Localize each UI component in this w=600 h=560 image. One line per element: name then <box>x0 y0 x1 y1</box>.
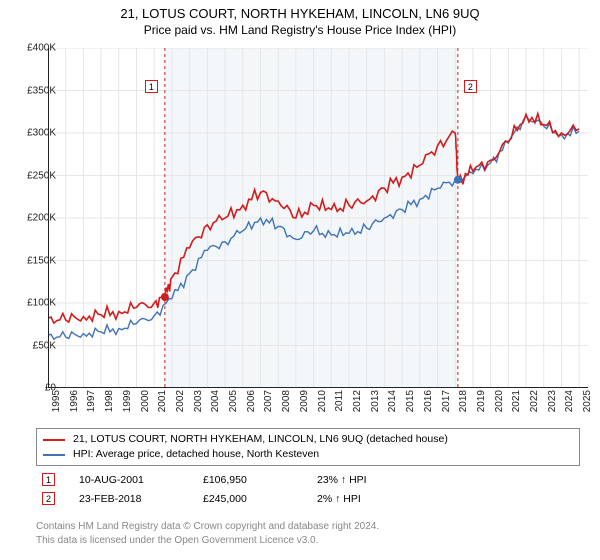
footer-attribution: Contains HM Land Registry data © Crown c… <box>36 520 580 547</box>
y-tick-label: £50K <box>6 340 56 351</box>
legend-row-hpi: HPI: Average price, detached house, Nort… <box>43 447 573 462</box>
x-tick-label: 2000 <box>140 390 151 420</box>
y-tick-label: £350K <box>6 85 56 96</box>
x-tick-label: 2008 <box>281 390 292 420</box>
x-tick-label: 1997 <box>86 390 97 420</box>
x-tick-label: 2006 <box>246 390 257 420</box>
x-tick-label: 2024 <box>564 390 575 420</box>
x-tick-label: 2012 <box>352 390 363 420</box>
chart-plot-area <box>48 48 588 388</box>
x-tick-label: 2009 <box>299 390 310 420</box>
chart-svg <box>48 48 588 388</box>
event-date-2: 23-FEB-2018 <box>79 493 179 505</box>
legend-row-property: 21, LOTUS COURT, NORTH HYKEHAM, LINCOLN,… <box>43 432 573 447</box>
x-tick-label: 2011 <box>334 390 345 420</box>
x-tick-label: 2021 <box>511 390 522 420</box>
event-badge-1: 1 <box>42 473 55 486</box>
x-tick-label: 1996 <box>69 390 80 420</box>
event-badge-2: 2 <box>42 492 55 505</box>
x-tick-label: 2018 <box>458 390 469 420</box>
legend-swatch-hpi <box>43 454 65 456</box>
x-tick-label: 1998 <box>104 390 115 420</box>
x-tick-label: 2005 <box>228 390 239 420</box>
x-tick-label: 2004 <box>210 390 221 420</box>
footer-line-2: This data is licensed under the Open Gov… <box>36 534 580 548</box>
event-row-2: 2 23-FEB-2018 £245,000 2% ↑ HPI <box>36 489 580 508</box>
event-list: 1 10-AUG-2001 £106,950 23% ↑ HPI 2 23-FE… <box>36 470 580 508</box>
x-tick-label: 2020 <box>494 390 505 420</box>
x-tick-label: 2007 <box>263 390 274 420</box>
y-tick-label: £300K <box>6 128 56 139</box>
y-tick-label: £400K <box>6 43 56 54</box>
chart-subtitle: Price paid vs. HM Land Registry's House … <box>0 23 600 37</box>
footer-line-1: Contains HM Land Registry data © Crown c… <box>36 520 580 534</box>
x-tick-label: 2014 <box>387 390 398 420</box>
x-tick-label: 2010 <box>317 390 328 420</box>
x-tick-label: 2017 <box>441 390 452 420</box>
x-tick-label: 2019 <box>476 390 487 420</box>
x-tick-label: 2015 <box>405 390 416 420</box>
x-tick-label: 2016 <box>423 390 434 420</box>
legend-label-hpi: HPI: Average price, detached house, Nort… <box>73 447 319 462</box>
event-hpi-1: 23% ↑ HPI <box>317 474 417 486</box>
x-tick-label: 2001 <box>157 390 168 420</box>
legend-label-property: 21, LOTUS COURT, NORTH HYKEHAM, LINCOLN,… <box>73 432 448 447</box>
y-tick-label: £150K <box>6 255 56 266</box>
event-price-2: £245,000 <box>203 493 293 505</box>
y-tick-label: £100K <box>6 298 56 309</box>
event-marker-badge-2: 2 <box>464 80 477 93</box>
x-tick-label: 1995 <box>51 390 62 420</box>
y-tick-label: £200K <box>6 213 56 224</box>
x-tick-label: 2002 <box>175 390 186 420</box>
chart-title-address: 21, LOTUS COURT, NORTH HYKEHAM, LINCOLN,… <box>0 6 600 21</box>
title-block: 21, LOTUS COURT, NORTH HYKEHAM, LINCOLN,… <box>0 0 600 37</box>
x-tick-label: 2023 <box>547 390 558 420</box>
x-tick-label: 1999 <box>122 390 133 420</box>
y-tick-label: £250K <box>6 170 56 181</box>
event-row-1: 1 10-AUG-2001 £106,950 23% ↑ HPI <box>36 470 580 489</box>
event-hpi-2: 2% ↑ HPI <box>317 493 417 505</box>
chart-container: 21, LOTUS COURT, NORTH HYKEHAM, LINCOLN,… <box>0 0 600 560</box>
y-tick-label: £0 <box>6 383 56 394</box>
x-tick-label: 2003 <box>193 390 204 420</box>
x-tick-label: 2013 <box>370 390 381 420</box>
event-price-1: £106,950 <box>203 474 293 486</box>
event-date-1: 10-AUG-2001 <box>79 474 179 486</box>
x-tick-label: 2022 <box>529 390 540 420</box>
x-tick-label: 2025 <box>582 390 593 420</box>
legend: 21, LOTUS COURT, NORTH HYKEHAM, LINCOLN,… <box>36 428 580 466</box>
event-marker-badge-1: 1 <box>145 80 158 93</box>
legend-swatch-property <box>43 439 65 441</box>
